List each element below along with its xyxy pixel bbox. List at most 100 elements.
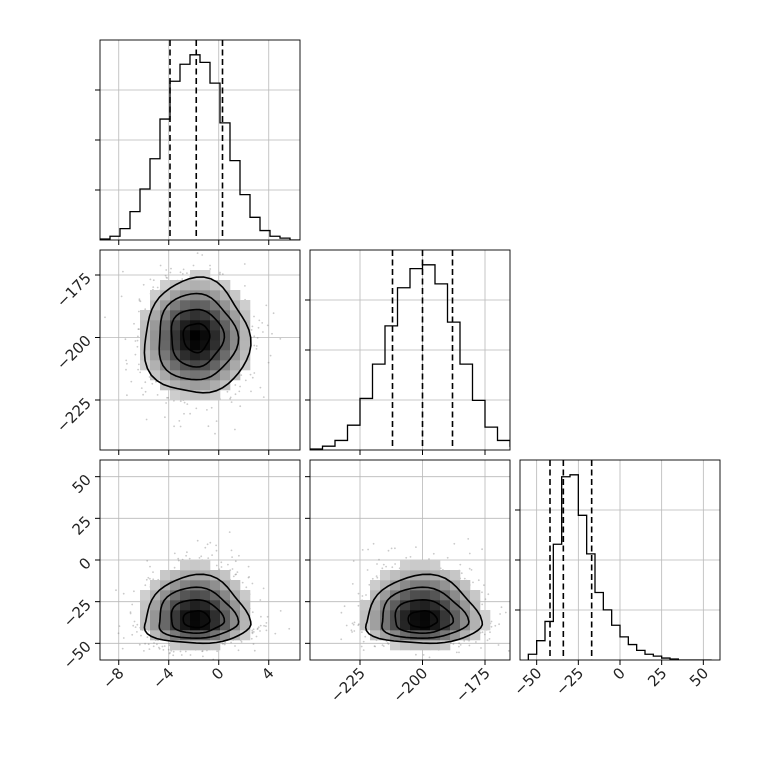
scatter-point	[196, 539, 199, 542]
histogram-steps	[310, 264, 510, 450]
scatter-point	[125, 368, 127, 371]
joint-panel-0-2	[99, 459, 301, 661]
scatter-point	[364, 635, 367, 638]
scatter-point	[126, 362, 128, 365]
density-cell	[220, 630, 231, 641]
density-cell	[370, 610, 381, 621]
scatter-point	[168, 642, 171, 645]
histogram-panel-0	[95, 39, 301, 241]
scatter-point	[155, 380, 157, 383]
scatter-point	[463, 640, 466, 642]
scatter-point	[122, 270, 124, 273]
scatter-point	[223, 643, 226, 646]
y-tick-label: 50	[69, 471, 95, 497]
density-cell	[400, 640, 411, 651]
scatter-point	[453, 542, 456, 545]
scatter-point	[261, 322, 264, 324]
scatter-point	[138, 310, 140, 313]
density-cell	[210, 370, 221, 381]
density-cell	[380, 590, 391, 601]
scatter-point	[481, 631, 484, 634]
density-cell	[180, 630, 191, 641]
panel-frame	[99, 39, 301, 241]
scatter-point	[409, 556, 412, 558]
scatter-point	[251, 582, 254, 585]
scatter-point	[498, 623, 500, 626]
density-cell	[230, 620, 241, 631]
density-cell	[160, 290, 171, 301]
x-tick-label: 0	[208, 664, 227, 683]
density-cell	[160, 300, 171, 311]
density-cell	[160, 590, 171, 601]
scatter-point	[118, 625, 121, 627]
scatter-point	[130, 380, 133, 383]
scatter-point	[362, 640, 365, 643]
density-cell	[390, 640, 401, 651]
scatter-point	[148, 648, 151, 650]
scatter-point	[507, 650, 510, 652]
x-tick-label: −8	[99, 664, 127, 692]
scatter-point	[165, 276, 168, 279]
scatter-point	[186, 272, 188, 274]
scatter-point	[360, 645, 363, 648]
density-cell	[210, 610, 221, 621]
density-cell	[220, 620, 231, 631]
scatter-point	[452, 643, 455, 645]
density-cell	[460, 600, 471, 611]
scatter-point	[234, 393, 237, 396]
density-cell	[230, 350, 241, 361]
contour-level-2	[158, 586, 240, 640]
histogram-steps	[527, 474, 712, 660]
scatter-point	[366, 569, 369, 571]
scatter-point	[122, 637, 125, 639]
scatter-point	[125, 359, 128, 362]
scatter-point	[350, 629, 353, 632]
density-cell	[230, 630, 241, 641]
scatter-point	[414, 660, 416, 662]
scatter-point	[188, 557, 191, 560]
density-cell	[180, 600, 191, 611]
density-cell	[140, 330, 151, 341]
scatter-point	[252, 628, 255, 631]
scatter-point	[265, 304, 268, 307]
scatter-point	[288, 627, 291, 630]
scatter-point	[415, 546, 417, 548]
density-cell	[160, 630, 171, 641]
scatter-point	[136, 623, 139, 626]
scatter-point	[279, 610, 282, 612]
density-cell	[140, 360, 151, 371]
scatter-point	[488, 638, 491, 640]
density-cell	[190, 270, 201, 281]
scatter-point	[189, 654, 192, 656]
density-cell	[420, 560, 431, 571]
scatter-point	[211, 554, 214, 556]
density-cell	[200, 310, 211, 321]
scatter-point	[375, 575, 378, 577]
scatter-point	[455, 651, 458, 654]
y-tick-label: −200	[53, 332, 95, 374]
density-cell	[190, 380, 201, 391]
scatter-point	[177, 557, 180, 560]
scatter-point	[210, 406, 213, 409]
density-cell	[410, 600, 421, 611]
density-cell	[220, 340, 231, 351]
scatter-point	[266, 615, 269, 618]
density-cell	[210, 360, 221, 371]
density-cell	[170, 300, 181, 311]
scatter-point	[172, 654, 175, 657]
scatter-point	[209, 264, 211, 267]
scatter-point	[169, 652, 171, 654]
y-tick-label: 25	[69, 512, 95, 538]
scatter-point	[240, 641, 243, 643]
density-cell	[380, 630, 391, 641]
density-cell	[210, 620, 221, 631]
scatter-point	[255, 345, 258, 347]
density-cell	[210, 380, 221, 391]
density-cell	[210, 300, 221, 311]
density-cell	[200, 270, 211, 281]
density-cell	[430, 590, 441, 601]
density-cell	[470, 630, 481, 641]
scatter-point	[245, 586, 248, 589]
scatter-point	[145, 578, 148, 581]
density-cell	[190, 290, 201, 301]
